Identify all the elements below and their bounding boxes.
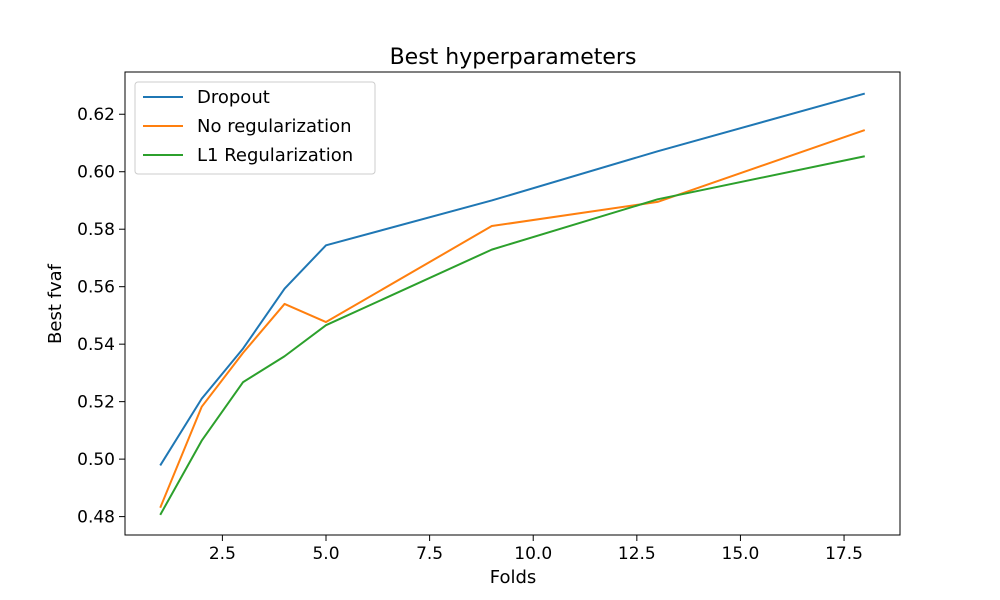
legend-label: No regularization bbox=[197, 116, 352, 137]
legend-box bbox=[134, 81, 376, 175]
chart-title: Best hyperparameters bbox=[390, 45, 637, 70]
plot-area: 2.5 5.0 7.5 10.0 12.5 15.0 17.5 0.48 0.50 0.52 0.5… bbox=[77, 71, 901, 564]
x-tick-label: 10.0 bbox=[514, 544, 552, 564]
x-tick-label: 12.5 bbox=[618, 544, 656, 564]
x-axis-title: Folds bbox=[490, 567, 537, 588]
y-axis-title: Best fvaf bbox=[45, 263, 66, 344]
series-line-0 bbox=[159, 92, 866, 466]
x-tick-label: 15.0 bbox=[722, 544, 760, 564]
y-tick-label: 0.50 bbox=[77, 450, 115, 470]
y-tick-label: 0.56 bbox=[77, 278, 115, 298]
y-tick-label: 0.54 bbox=[77, 335, 115, 355]
y-tick-label: 0.48 bbox=[77, 508, 115, 528]
y-tick-label: 0.62 bbox=[77, 105, 115, 125]
x-tick-label: 7.5 bbox=[416, 544, 443, 564]
x-tick-label: 2.5 bbox=[209, 544, 236, 564]
x-tick-label: 17.5 bbox=[825, 544, 863, 564]
x-tick-label: 5.0 bbox=[312, 544, 339, 564]
axes-frame bbox=[124, 71, 901, 536]
series-line-1 bbox=[159, 129, 866, 509]
y-tick-label: 0.58 bbox=[77, 220, 115, 240]
legend-label: L1 Regularization bbox=[197, 145, 353, 166]
y-tick-label: 0.60 bbox=[77, 163, 115, 183]
y-tick-label: 0.52 bbox=[77, 393, 115, 413]
series-line-2 bbox=[159, 155, 865, 516]
legend-label: Dropout bbox=[197, 87, 270, 108]
